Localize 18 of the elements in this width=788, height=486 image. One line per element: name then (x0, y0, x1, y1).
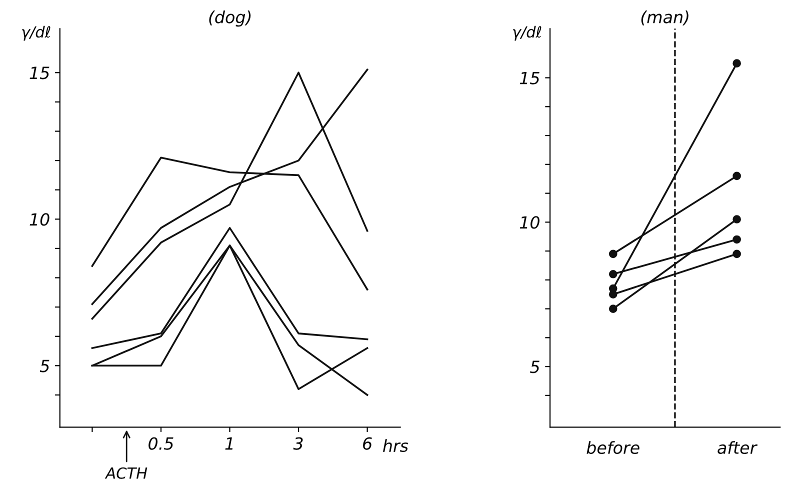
y-tick-label: 5 (530, 360, 540, 374)
x-tick-label: 0.5 (148, 437, 174, 450)
y-tick-label: 10 (520, 216, 540, 229)
chart-title: (man) (641, 10, 688, 26)
x-axis-title: hrs (383, 439, 408, 452)
x-tick-label: 1 (225, 437, 233, 450)
x-tick-label: after (718, 441, 758, 454)
y-tick-label: 10 (30, 213, 50, 226)
text: ACTH (104, 467, 148, 479)
x-tick-label: before (586, 441, 640, 454)
x-tick-label: 6 (363, 437, 372, 450)
y-axis-title: γ/dℓ (513, 26, 542, 41)
y-axis-title: γ/dℓ (22, 26, 50, 41)
x-tick-label: 3 (293, 437, 303, 450)
y-tick-label: 15 (30, 66, 50, 80)
chart-title: (dog) (209, 10, 251, 27)
y-tick-label: 15 (520, 72, 540, 84)
y-tick-label: 5 (40, 360, 50, 372)
